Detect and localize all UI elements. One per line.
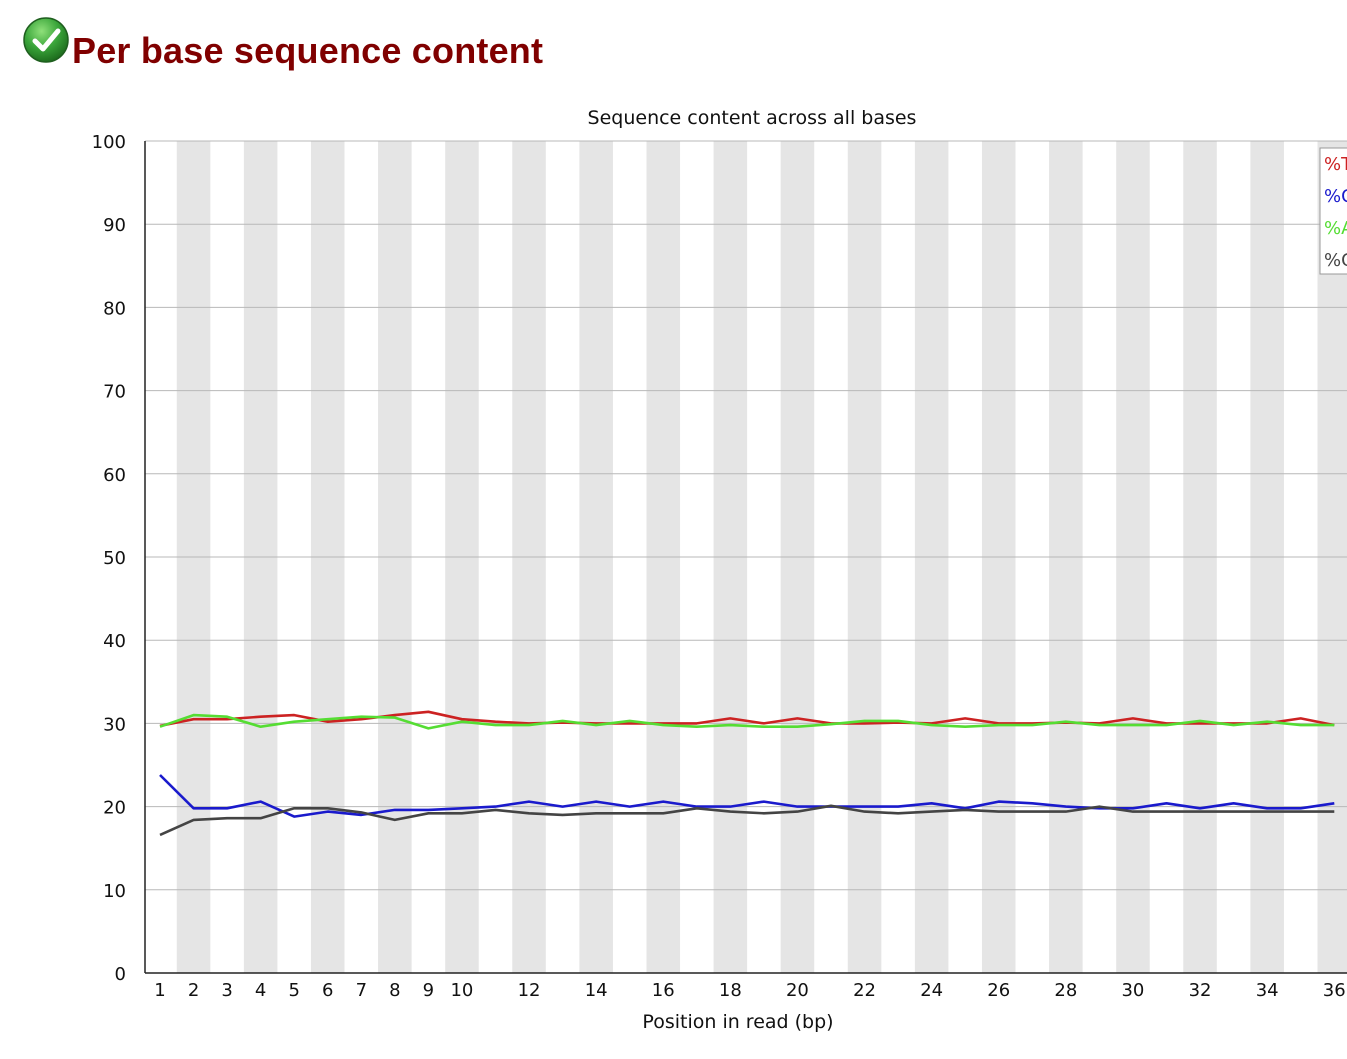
series-line-pct-a [159,713,1335,730]
legend-entry-pct-g: %G [1324,250,1347,271]
x-tick-label-28: 28 [1054,980,1077,1001]
x-tick-label-2: 2 [188,980,199,1001]
y-tick-label-80: 80 [103,298,126,319]
x-tick-label-26: 26 [987,980,1010,1001]
x-tick-label-7: 7 [356,980,367,1001]
x-tick-label-14: 14 [585,980,608,1001]
y-tick-label-60: 60 [103,465,126,486]
x-tick-label-6: 6 [322,980,333,1001]
x-axis-label: Position in read (bp) [642,1011,833,1033]
horizontal-gridlines [145,140,1347,891]
x-tick-label-22: 22 [853,980,876,1001]
y-tick-label-90: 90 [103,215,126,236]
x-tick-label-10: 10 [450,980,473,1001]
legend-entry-pct-c: %C [1324,186,1347,207]
x-tick-label-3: 3 [221,980,232,1001]
y-tick-label-50: 50 [103,548,126,569]
y-tick-label-40: 40 [103,631,126,652]
y-tick-label-70: 70 [103,382,126,403]
y-tick-label-100: 100 [92,132,126,153]
y-tick-label-30: 30 [103,714,126,735]
x-tick-label-30: 30 [1121,980,1144,1001]
y-tick-label-20: 20 [103,798,126,819]
legend-box [1319,147,1347,275]
series-line-pct-g [159,804,1335,837]
chart-legend: %T %C %A %G [1319,147,1347,275]
x-axis-ticks: 1 2 3 4 5 6 7 8 9 10 12 14 16 18 20 22 24 26 28 30 32 34 36 [154,980,1345,1001]
y-axis-ticks: 0 10 20 30 40 50 60 70 80 90 100 [92,132,126,985]
y-tick-label-10: 10 [103,881,126,902]
x-tick-label-16: 16 [652,980,675,1001]
legend-entry-pct-t: %T [1324,154,1347,175]
page-title: Per base sequence content [72,30,544,71]
x-tick-label-4: 4 [255,980,266,1001]
x-tick-label-12: 12 [518,980,541,1001]
x-tick-label-18: 18 [719,980,742,1001]
x-tick-label-8: 8 [389,980,400,1001]
x-tick-label-20: 20 [786,980,809,1001]
legend-entry-pct-a: %A [1324,218,1347,239]
x-tick-label-34: 34 [1256,980,1279,1001]
report-header: Per base sequence content [22,16,543,72]
check-circle-icon [23,17,69,63]
series-line-pct-c [159,774,1335,818]
y-tick-label-0: 0 [115,964,126,985]
x-tick-label-36: 36 [1323,980,1346,1001]
series-line-pct-t [159,710,1335,728]
chart-axes [144,141,1347,974]
series-lines [159,710,1335,837]
x-tick-label-5: 5 [288,980,299,1001]
x-tick-label-9: 9 [423,980,434,1001]
x-tick-label-24: 24 [920,980,943,1001]
chart-title: Sequence content across all bases [588,107,917,129]
x-tick-label-32: 32 [1189,980,1212,1001]
x-tick-label-1: 1 [154,980,165,1001]
